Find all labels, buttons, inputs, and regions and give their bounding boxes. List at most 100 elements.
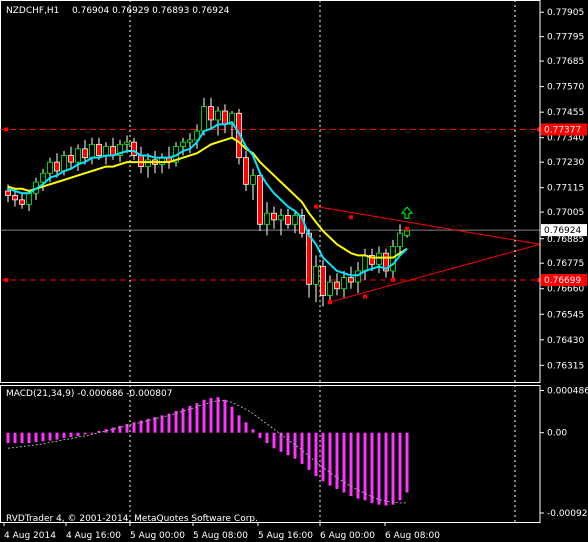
bull-candle bbox=[75, 148, 81, 163]
macd-histogram-bar bbox=[342, 432, 346, 493]
bull-candle bbox=[292, 215, 298, 225]
current-price-label-bg bbox=[541, 224, 587, 237]
bull-candle bbox=[201, 106, 207, 132]
macd-histogram-bar bbox=[223, 399, 227, 433]
macd-histogram-bar bbox=[90, 432, 94, 434]
macd-histogram-bar bbox=[20, 432, 24, 444]
macd-histogram-bar bbox=[174, 411, 178, 433]
triangle-lower-trendline[interactable] bbox=[329, 243, 541, 303]
price-pane[interactable] bbox=[0, 97, 541, 307]
macd-pane-border bbox=[0, 385, 541, 523]
macd-histogram-bar bbox=[265, 432, 269, 444]
macd-title: MACD(21,34,9) -0.000686 -0.000807 bbox=[6, 389, 172, 399]
bull-candle bbox=[250, 175, 256, 185]
copyright-text: RVDTrader 4, © 2001-2014, MetaQuotes Sof… bbox=[6, 514, 258, 524]
bull-candle bbox=[194, 130, 200, 141]
bull-candle bbox=[341, 277, 347, 290]
bear-candle bbox=[54, 161, 60, 172]
level-handle[interactable] bbox=[4, 127, 8, 132]
macd-histogram-bar bbox=[307, 432, 311, 470]
triangle-upper-trendline[interactable] bbox=[315, 206, 541, 245]
bull-candle bbox=[397, 232, 403, 247]
level-price-label-bg bbox=[541, 123, 587, 136]
bull-candle bbox=[327, 281, 333, 296]
bear-candle bbox=[19, 199, 25, 205]
price-tick-label: 0.76315 bbox=[547, 361, 584, 371]
macd-histogram-bar bbox=[209, 398, 213, 433]
macd-tick-label: 0.000486 bbox=[547, 387, 588, 397]
time-tick-label: 4 Aug 2014 bbox=[4, 531, 56, 541]
buy-arrow-icon bbox=[400, 206, 414, 219]
macd-histogram-bar bbox=[76, 432, 80, 437]
level-handle[interactable] bbox=[537, 278, 541, 283]
bull-candle bbox=[264, 212, 270, 225]
bull-candle bbox=[376, 252, 382, 265]
price-tick-label: 0.77005 bbox=[547, 208, 584, 218]
bear-candle bbox=[236, 112, 242, 159]
bear-candle bbox=[285, 215, 291, 225]
macd-histogram-bar bbox=[167, 413, 171, 433]
bull-candle bbox=[313, 266, 319, 285]
time-tick-label: 5 Aug 16:00 bbox=[258, 531, 313, 541]
macd-histogram-bar bbox=[300, 432, 304, 464]
bull-candle bbox=[145, 159, 151, 167]
macd-histogram-bar bbox=[83, 432, 87, 435]
macd-histogram-bar bbox=[363, 432, 367, 501]
macd-histogram-bar bbox=[391, 432, 395, 505]
level-handle[interactable] bbox=[537, 127, 541, 132]
macd-histogram-bar bbox=[286, 432, 290, 456]
bear-candle bbox=[5, 190, 11, 196]
trendline-anchor[interactable] bbox=[405, 226, 409, 231]
time-tick-label: 5 Aug 08:00 bbox=[193, 531, 248, 541]
price-tick-label: 0.77905 bbox=[547, 8, 584, 18]
bear-candle bbox=[222, 110, 228, 125]
macd-histogram-bar bbox=[279, 432, 283, 452]
macd-histogram-bar bbox=[356, 432, 360, 499]
price-tick-label: 0.76545 bbox=[547, 310, 584, 320]
macd-signal-line bbox=[7, 400, 407, 504]
ohlc-readout: 0.76904 0.76929 0.76893 0.76924 bbox=[72, 6, 230, 16]
trendline-anchor[interactable] bbox=[314, 204, 318, 209]
trendline-anchor[interactable] bbox=[349, 215, 353, 220]
bull-candle bbox=[89, 143, 95, 159]
macd-histogram-bar bbox=[160, 415, 164, 433]
macd-histogram-bar bbox=[188, 405, 192, 433]
macd-histogram-bar bbox=[27, 432, 31, 444]
macd-histogram-bar bbox=[104, 429, 108, 433]
time-tick-label: 6 Aug 08:00 bbox=[385, 531, 440, 541]
bull-candle bbox=[187, 139, 193, 143]
level-price-label: 0.77377 bbox=[544, 125, 581, 135]
price-tick-label: 0.76775 bbox=[547, 259, 584, 269]
macd-histogram-bar bbox=[132, 422, 136, 433]
bull-candle bbox=[124, 141, 130, 145]
bull-candle bbox=[103, 146, 109, 156]
bull-candle bbox=[117, 143, 123, 156]
macd-histogram-bar bbox=[272, 432, 276, 449]
macd-histogram-bar bbox=[244, 422, 248, 433]
bear-candle bbox=[257, 175, 263, 225]
price-pane-border bbox=[0, 0, 541, 383]
level-handle[interactable] bbox=[4, 278, 8, 283]
macd-histogram-bar bbox=[62, 432, 66, 438]
trendline-anchor[interactable] bbox=[363, 294, 367, 299]
trendline-anchor[interactable] bbox=[391, 277, 395, 282]
macd-histogram-bar bbox=[321, 432, 325, 482]
bear-candle bbox=[320, 266, 326, 296]
macd-tick-label: -0.000926 bbox=[547, 509, 588, 519]
trendline-anchor[interactable] bbox=[328, 300, 332, 305]
macd-histogram-bar bbox=[314, 432, 318, 477]
current-price-label: 0.76924 bbox=[544, 226, 581, 236]
bull-candle bbox=[355, 270, 361, 283]
macd-histogram-bar bbox=[370, 432, 374, 503]
bear-candle bbox=[96, 143, 102, 156]
macd-histogram-bar bbox=[384, 432, 388, 506]
macd-pane[interactable] bbox=[6, 397, 409, 506]
bear-candle bbox=[131, 141, 137, 156]
bull-candle bbox=[40, 172, 46, 183]
macd-histogram-bar bbox=[125, 424, 129, 433]
macd-histogram-bar bbox=[405, 432, 409, 493]
bear-candle bbox=[348, 277, 354, 283]
bull-candle bbox=[26, 192, 32, 205]
